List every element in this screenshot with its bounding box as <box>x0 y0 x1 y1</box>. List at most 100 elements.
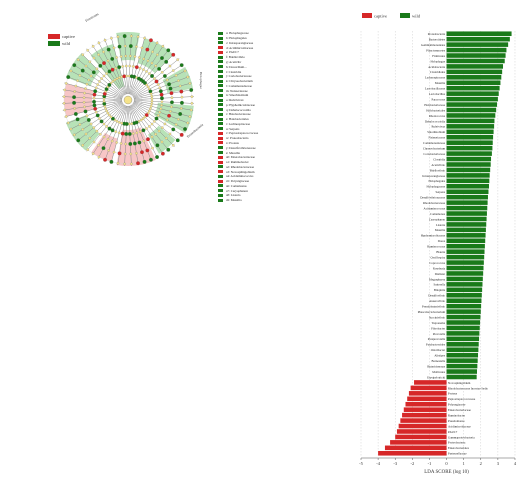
chart-bar <box>398 423 447 429</box>
taxon-key-swatch <box>218 89 223 93</box>
chart-bar-label: Rhodobacteraceae <box>423 201 446 205</box>
cladogram-branch <box>133 101 192 118</box>
cladogram-node <box>149 38 153 43</box>
chart-bar-label: Paracoccus <box>432 97 446 101</box>
chart-bar-label: Massilia <box>435 81 446 85</box>
chart-bar-label: Clostridiales <box>430 70 446 74</box>
cladogram-node <box>62 102 66 105</box>
chart-x-tick-label: -3 <box>393 461 397 466</box>
chart-x-tick-label: 4 <box>514 461 517 466</box>
taxon-key-label: f: Bdellovibrio <box>226 55 245 60</box>
cladogram-branch <box>91 104 125 156</box>
cladogram-branch <box>97 105 126 159</box>
cladogram-node <box>179 132 184 137</box>
cladogram-node <box>86 48 90 52</box>
cladogram-node <box>92 126 96 129</box>
taxon-key-label: a7: Caryophanon <box>226 188 248 193</box>
chart-bar-label: Roseburia <box>433 266 446 270</box>
chart-bar <box>378 450 447 456</box>
chart-bar-label: Proteobacteria <box>448 441 466 445</box>
cladogram-node <box>130 122 134 126</box>
chart-bar-label: Lachnospiraceae <box>425 76 446 80</box>
cladogram-node <box>138 56 141 59</box>
chart-bar-label: Alistipes <box>434 354 445 358</box>
cladogram-node <box>137 140 142 145</box>
legend-wild-swatch <box>48 41 60 46</box>
cladogram-node <box>146 85 150 89</box>
taxon-key-label: z: Massilia <box>226 150 240 155</box>
taxon-key-row: l: Comamonadaceae <box>218 83 333 88</box>
cladogram-node <box>163 122 167 126</box>
cladogram-node <box>117 131 121 135</box>
chart-bar <box>446 124 495 129</box>
taxon-key-label: s: Halobacteriales <box>226 117 249 122</box>
chart-bar <box>446 298 482 303</box>
cladogram-node <box>106 137 110 141</box>
cladogram-node <box>146 137 150 142</box>
taxon-key-label: r: Halobacteriaceae <box>226 112 251 117</box>
taxon-key-label: v: Peptostreptococcaceae <box>226 131 259 136</box>
cladogram-node <box>135 45 138 48</box>
cladogram-node <box>116 161 120 165</box>
cladogram-node <box>84 64 88 68</box>
taxon-key-swatch <box>218 198 223 202</box>
chart-bar-label: Bdellovibrio <box>430 168 446 172</box>
chart-bar <box>446 75 502 80</box>
cladogram-node <box>78 74 82 77</box>
cladogram-node <box>154 79 159 84</box>
cladogram-node <box>64 115 68 118</box>
taxon-key-label: y: Desulfovibrionaceae <box>226 145 256 150</box>
cladogram-node <box>132 121 137 126</box>
cladogram-node <box>124 54 127 58</box>
taxon-key-label: p: Hyphomicrobiaceae <box>226 102 255 107</box>
taxon-key-row: j: Coriobacteriaceae <box>218 74 333 79</box>
cladogram-node <box>127 132 132 136</box>
cladogram-node <box>114 130 118 134</box>
chart-bar-label: Lactobacillaceae <box>425 87 446 91</box>
chart-bar <box>446 233 486 238</box>
taxon-key-swatch <box>218 74 223 78</box>
cladogram-node <box>88 136 92 140</box>
cladogram-branch <box>133 76 190 99</box>
cladogram-node <box>145 70 148 73</box>
taxon-key-row: m: Neisseriaceae <box>218 88 333 93</box>
chart-bar <box>446 80 501 86</box>
cladogram-node <box>150 99 154 103</box>
cladogram-node <box>140 46 144 50</box>
taxon-key-swatch <box>218 151 223 155</box>
cladogram-node <box>117 65 122 70</box>
taxon-key-swatch <box>218 179 223 183</box>
cladogram-node <box>85 82 89 86</box>
chart-bar <box>446 358 478 363</box>
cladogram-node <box>78 123 82 126</box>
chart-legend-label: captive <box>374 14 387 19</box>
cladogram-node <box>81 128 85 131</box>
cladogram-node <box>142 57 146 61</box>
cladogram-node <box>177 118 180 121</box>
cladogram-node <box>143 36 146 40</box>
cladogram-branch <box>133 82 192 99</box>
taxon-key-label: t: Lachnospiraceae <box>226 121 250 126</box>
chart-bar <box>446 320 481 325</box>
cladogram-branch <box>110 105 127 164</box>
chart-bar <box>446 58 505 64</box>
cladogram-node <box>160 151 165 156</box>
cladogram-node <box>119 55 123 58</box>
taxon-key-label: a0: Enterobacteriaceae <box>226 155 255 160</box>
taxon-key-swatch <box>218 189 223 193</box>
cladogram-node <box>110 67 115 72</box>
cladogram-node <box>95 67 99 71</box>
cladogram-node <box>164 59 169 64</box>
taxa-key-list: a: Holophagaceae b: Holophagales c: Intras… <box>218 31 333 203</box>
chart-bar <box>446 96 498 102</box>
taxon-key-swatch <box>218 155 223 159</box>
cladogram-node <box>100 77 103 80</box>
cladogram-node <box>84 132 88 136</box>
cladogram-ring <box>113 85 143 115</box>
cladogram-node <box>167 113 171 118</box>
chart-bar-label: Planctomycetes <box>426 48 446 52</box>
cladogram-branch <box>69 69 123 98</box>
cladogram-branch <box>128 34 132 95</box>
taxon-key-row: a6: Comamonas <box>218 184 333 189</box>
chart-bar <box>446 227 486 233</box>
